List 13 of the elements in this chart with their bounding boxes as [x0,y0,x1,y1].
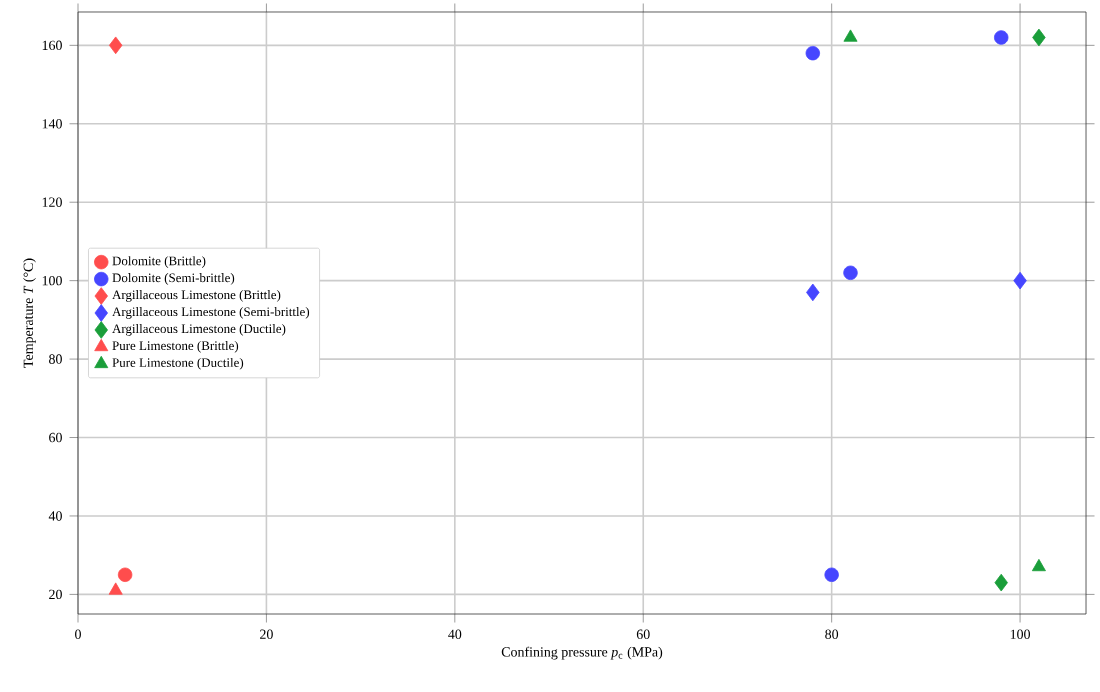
point [843,29,858,42]
point [994,573,1008,592]
point [1032,28,1046,47]
point [843,265,858,280]
point [806,283,820,302]
point [824,567,839,582]
point [1031,558,1046,572]
point [108,582,123,595]
point [117,567,133,582]
point [1013,271,1027,290]
point [108,36,123,55]
point [994,30,1009,45]
point [805,45,821,61]
